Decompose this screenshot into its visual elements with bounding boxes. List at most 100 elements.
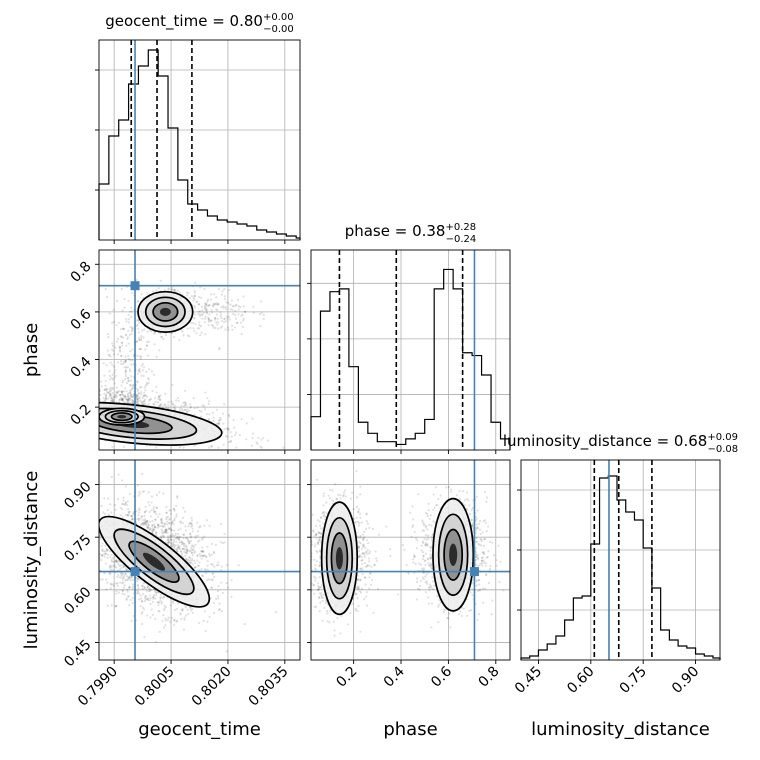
truth-marker [130,281,140,291]
scatter-point [101,542,104,545]
scatter-point [122,496,125,499]
scatter-point [124,359,127,362]
scatter-point [151,520,154,523]
scatter-point [84,382,86,384]
scatter-point [185,410,188,414]
scatter-point [147,354,150,357]
scatter-point [51,382,53,384]
scatter-point [193,551,196,554]
scatter-point [136,323,139,327]
scatter-point [146,526,150,530]
scatter-point [223,317,226,320]
scatter-point [151,529,154,533]
scatter-point [108,391,111,394]
scatter-point [129,325,132,329]
scatter-point [121,572,124,576]
scatter-point [147,340,150,343]
scatter-point [202,549,205,553]
scatter-point [75,393,77,395]
scatter-point [225,320,228,323]
scatter-point [92,507,94,509]
scatter-point [175,515,178,518]
scatter-point [96,418,98,420]
scatter-point [138,348,141,351]
scatter-point [138,508,141,512]
scatter-point [146,292,149,295]
scatter-point [121,398,124,401]
panel-geocent_time-hist [98,39,301,241]
scatter-point [183,616,186,619]
scatter-point [179,291,182,294]
scatter-point [173,623,176,627]
scatter-point [163,525,166,528]
scatter-point [361,558,364,562]
scatter-point [173,618,176,621]
scatter-point [116,582,119,585]
scatter-point [336,616,339,619]
scatter-point [212,601,215,605]
scatter-point [124,370,127,374]
scatter-point [193,566,196,570]
scatter-point [66,400,68,402]
scatter-point [201,574,204,577]
scatter-point [20,389,22,391]
scatter-point [107,513,110,516]
scatter-point [88,426,90,428]
scatter-point [193,316,196,319]
scatter-point [95,408,97,410]
scatter-point [137,494,140,497]
scatter-point [116,498,120,501]
scatter-point [48,419,50,421]
scatter-point [127,392,130,395]
scatter-point [180,404,183,407]
scatter-point [121,327,125,330]
scatter-point [130,332,133,335]
scatter-point [355,470,358,473]
scatter-point [110,511,113,514]
scatter-point [105,394,108,397]
scatter-point [193,289,196,292]
scatter-point [183,547,186,550]
scatter-point [195,332,198,335]
scatter-point [125,598,128,601]
scatter-point [114,559,118,562]
scatter-point [112,349,115,352]
scatter-point [182,628,186,631]
scatter-point [117,563,120,566]
scatter-point [114,504,117,507]
scatter-point [109,393,112,396]
scatter-point [95,400,97,402]
scatter-point [104,552,108,556]
scatter-point [125,390,128,393]
scatter-point [193,313,196,316]
scatter-point [44,392,46,394]
scatter-point [165,528,168,531]
scatter-point [194,543,197,546]
scatter-point [308,514,310,516]
scatter-point [170,529,173,532]
scatter-point [211,445,214,448]
scatter-point [193,444,196,447]
scatter-point [147,378,150,381]
scatter-point [169,604,172,607]
scatter-point [226,427,229,430]
scatter-point [89,606,91,608]
scatter-point [228,440,231,444]
scatter-point [141,587,144,590]
scatter-point [35,416,37,418]
scatter-point [180,540,183,543]
scatter-point [174,408,177,411]
scatter-point [121,341,124,344]
scatter-point [87,561,89,563]
scatter-point [123,394,127,397]
scatter-point [115,324,118,327]
scatter-point [70,405,72,407]
scatter-point [115,395,119,398]
scatter-point [220,581,223,584]
scatter-point [167,616,170,619]
scatter-point [192,321,195,325]
scatter-point [148,368,151,371]
scatter-point [57,424,59,426]
scatter-point [178,338,181,342]
scatter-point [126,336,129,339]
